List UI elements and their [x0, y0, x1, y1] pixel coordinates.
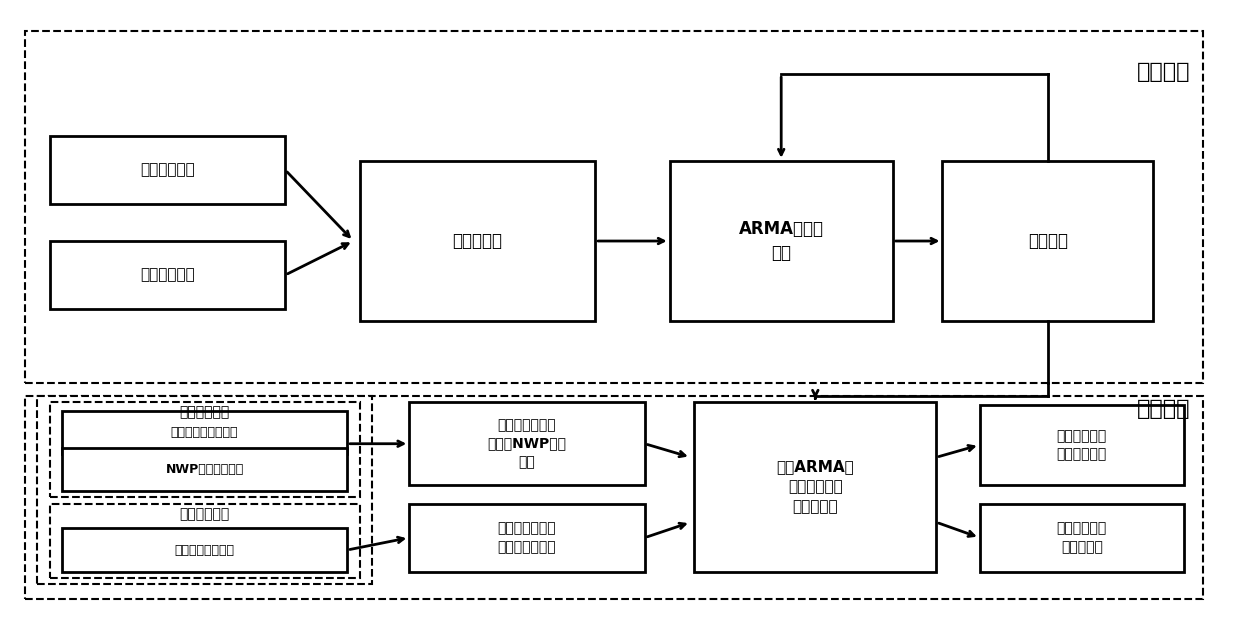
Text: 数据预处理: 数据预处理 [453, 232, 502, 250]
FancyBboxPatch shape [25, 396, 1203, 599]
Text: 资源监测数据实
时校正NWP预测
结果: 资源监测数据实 时校正NWP预测 结果 [487, 418, 567, 469]
FancyBboxPatch shape [694, 402, 936, 572]
FancyBboxPatch shape [980, 405, 1184, 485]
Text: 运行监测系统: 运行监测系统 [180, 507, 229, 521]
Text: 光资源监测系统数据: 光资源监测系统数据 [171, 426, 238, 439]
Text: 资源监测系统: 资源监测系统 [180, 405, 229, 419]
FancyBboxPatch shape [980, 504, 1184, 572]
FancyBboxPatch shape [942, 161, 1153, 321]
Text: 历史功率数据: 历史功率数据 [140, 268, 195, 282]
Text: 短期预测结果
输出及展示: 短期预测结果 输出及展示 [1056, 522, 1107, 554]
FancyBboxPatch shape [50, 136, 285, 204]
FancyBboxPatch shape [62, 528, 347, 572]
FancyBboxPatch shape [409, 504, 645, 572]
FancyBboxPatch shape [50, 402, 360, 497]
Text: 模型建立: 模型建立 [1028, 232, 1068, 250]
Text: 模型训练: 模型训练 [1137, 62, 1190, 82]
Text: 基于ARMA的
光伏发电功率
超短期预测: 基于ARMA的 光伏发电功率 超短期预测 [776, 459, 854, 514]
Text: 预测结果后评
估及模型修正: 预测结果后评 估及模型修正 [1056, 429, 1107, 461]
Text: 光伏监测系统数据: 光伏监测系统数据 [175, 543, 234, 557]
FancyBboxPatch shape [360, 161, 595, 321]
FancyBboxPatch shape [50, 504, 360, 578]
FancyBboxPatch shape [670, 161, 893, 321]
Text: 历史辐照数据: 历史辐照数据 [140, 163, 195, 177]
Text: ARMA分类器
训练: ARMA分类器 训练 [739, 220, 823, 262]
FancyBboxPatch shape [37, 396, 372, 584]
FancyBboxPatch shape [50, 241, 285, 309]
FancyBboxPatch shape [409, 402, 645, 485]
FancyBboxPatch shape [62, 448, 347, 491]
Text: 功率预测: 功率预测 [1137, 399, 1190, 418]
FancyBboxPatch shape [25, 31, 1203, 383]
FancyBboxPatch shape [62, 411, 347, 454]
Text: NWP预测辐照数据: NWP预测辐照数据 [165, 463, 244, 476]
Text: 运行监测数据实
时校正开机容量: 运行监测数据实 时校正开机容量 [497, 522, 557, 554]
